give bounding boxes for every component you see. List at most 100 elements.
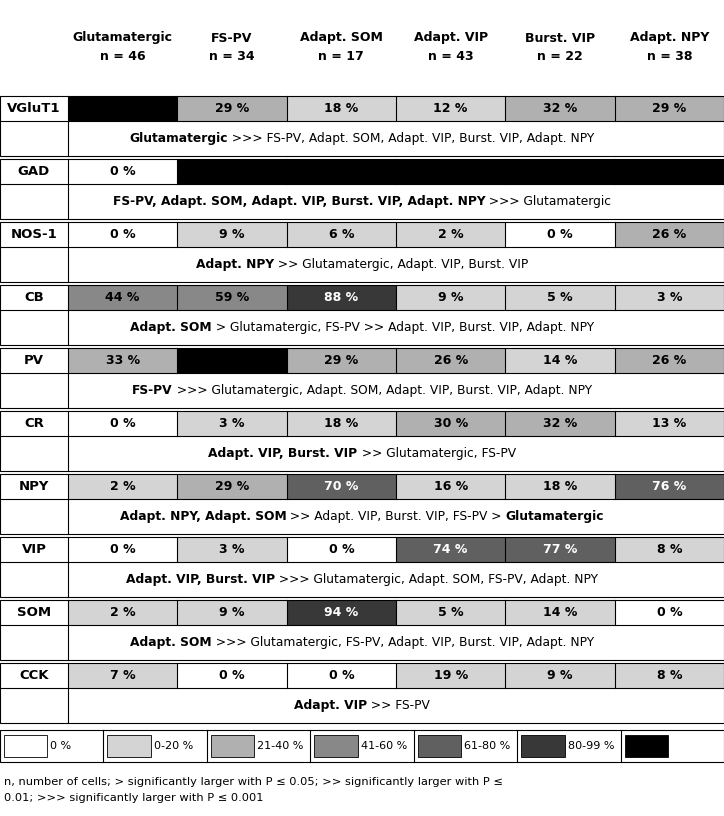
Text: 9 %: 9 % [547,669,573,682]
Text: >> Glutamatergic, Adapt. VIP, Burst. VIP: >> Glutamatergic, Adapt. VIP, Burst. VIP [274,258,529,271]
Bar [287,663,396,688]
Bar [177,411,287,437]
Bar [287,600,396,625]
Bar [396,348,505,373]
Text: 9 %: 9 % [438,291,463,304]
Text: PV: PV [24,354,44,367]
Text: 14 %: 14 % [543,354,577,367]
Bar [521,734,565,757]
Text: Burst. VIP: Burst. VIP [525,32,595,45]
Bar [396,474,505,499]
Text: >>> Glutamatergic, FS-PV, Adapt. VIP, Burst. VIP, Adapt. NPY: >>> Glutamatergic, FS-PV, Adapt. VIP, Bu… [211,636,594,649]
Bar [287,96,396,122]
Text: 0 %: 0 % [110,228,135,241]
Bar [396,600,505,625]
Bar [287,348,396,373]
Text: 18 %: 18 % [543,480,577,493]
Text: CCK: CCK [20,669,49,682]
Bar [505,159,615,184]
Bar [287,285,396,310]
Text: 0 %: 0 % [547,228,573,241]
Text: 2 %: 2 % [438,228,463,241]
Text: Adapt. NPY: Adapt. NPY [195,258,274,271]
Text: 32 %: 32 % [543,102,577,115]
Bar [177,537,287,562]
Text: Adapt. SOM: Adapt. SOM [300,32,383,45]
Text: 16 %: 16 % [434,480,468,493]
Bar [0,348,724,408]
Text: Adapt. NPY, Adapt. SOM: Adapt. NPY, Adapt. SOM [119,510,287,523]
Text: 0 %: 0 % [51,741,72,751]
Bar [68,474,177,499]
Text: 7 %: 7 % [110,669,135,682]
Bar [396,411,505,437]
Text: FS-PV, Adapt. SOM, Adapt. VIP, Burst. VIP, Adapt. NPY: FS-PV, Adapt. SOM, Adapt. VIP, Burst. VI… [113,195,485,208]
Bar [505,411,615,437]
Bar [177,159,287,184]
Text: 32 %: 32 % [543,417,577,430]
Text: Glutamatergic: Glutamatergic [506,510,605,523]
Text: Adapt. VIP: Adapt. VIP [294,699,367,712]
Text: Adapt. SOM: Adapt. SOM [130,636,211,649]
Text: 77 %: 77 % [543,543,577,556]
Bar [505,537,615,562]
Bar [0,96,724,156]
Bar [68,663,177,688]
Bar [177,285,287,310]
Bar [615,285,724,310]
Text: 0.01; >>> significantly larger with P ≤ 0.001: 0.01; >>> significantly larger with P ≤ … [4,793,264,803]
Bar [0,663,724,723]
Text: Adapt. NPY: Adapt. NPY [630,32,709,45]
Bar [615,474,724,499]
Text: CR: CR [24,417,44,430]
Text: 61-80 %: 61-80 % [464,741,510,751]
Text: n = 17: n = 17 [319,50,364,63]
Text: 41-60 %: 41-60 % [361,741,407,751]
Text: >> FS-PV: >> FS-PV [367,699,430,712]
Text: 19 %: 19 % [434,669,468,682]
Text: >>> Glutamatergic: >>> Glutamatergic [485,195,611,208]
Text: 88 %: 88 % [324,291,358,304]
Bar [505,348,615,373]
Bar [0,159,724,219]
Text: Adapt. VIP: Adapt. VIP [413,32,488,45]
Bar [396,285,505,310]
Text: 26 %: 26 % [652,228,686,241]
Text: 9 %: 9 % [219,606,245,619]
Bar [68,411,177,437]
Bar [68,159,177,184]
Bar [68,222,177,247]
Bar [177,474,287,499]
Text: 80-99 %: 80-99 % [568,741,614,751]
Text: 13 %: 13 % [652,417,686,430]
Text: 74 %: 74 % [434,543,468,556]
Bar [418,734,461,757]
Bar [396,159,505,184]
Text: Glutamatergic: Glutamatergic [130,132,228,145]
Text: 14 %: 14 % [543,606,577,619]
Bar [287,411,396,437]
Text: 0 %: 0 % [329,669,354,682]
Text: 5 %: 5 % [547,291,573,304]
Text: 0-20 %: 0-20 % [154,741,193,751]
Bar [505,96,615,122]
Bar [68,600,177,625]
Text: n = 22: n = 22 [537,50,583,63]
Bar [0,600,724,660]
Bar [0,285,724,345]
Text: >> Glutamatergic, FS-PV: >> Glutamatergic, FS-PV [358,447,515,460]
Text: 0 %: 0 % [110,543,135,556]
Text: n = 38: n = 38 [647,50,692,63]
Text: >>> Glutamatergic, Adapt. SOM, FS-PV, Adapt. NPY: >>> Glutamatergic, Adapt. SOM, FS-PV, Ad… [275,573,598,586]
Bar [177,96,287,122]
Bar [287,474,396,499]
Text: 9 %: 9 % [219,228,245,241]
Text: Glutamatergic: Glutamatergic [72,32,172,45]
Bar [177,663,287,688]
Text: n, number of cells; > significantly larger with P ≤ 0.05; >> significantly large: n, number of cells; > significantly larg… [4,777,503,787]
Bar [68,537,177,562]
Bar [287,222,396,247]
Text: 0 %: 0 % [657,606,682,619]
Bar [396,537,505,562]
Text: 21-40 %: 21-40 % [257,741,303,751]
